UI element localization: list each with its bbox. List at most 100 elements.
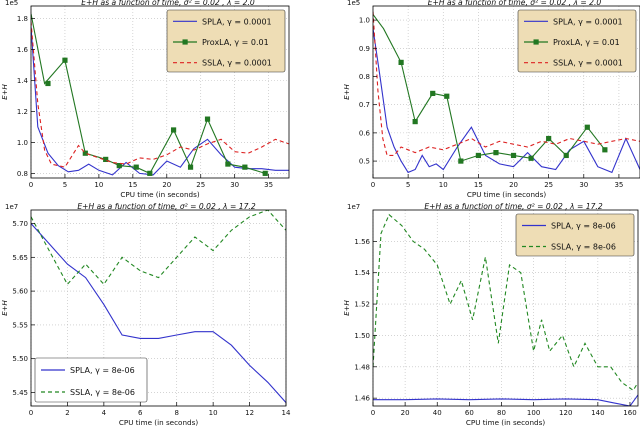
x-axis-label: CPU time (in seconds) — [119, 418, 198, 427]
x-tick-label: 25 — [544, 181, 553, 189]
data-point — [493, 150, 499, 156]
y-tick-label: 1.56 — [354, 238, 370, 246]
x-tick-label: 20 — [162, 181, 171, 189]
y-tick-label: 1.50 — [354, 332, 370, 340]
series-line-2 — [31, 210, 286, 286]
plot-frame — [30, 5, 290, 179]
x-tick-label: 2 — [65, 409, 69, 417]
y-tick-label: 5.45 — [12, 389, 28, 397]
x-tick-label: 120 — [559, 409, 572, 417]
legend-marker — [533, 39, 539, 45]
legend: SPLA, γ = 8e-06 SSLA, γ = 8e-06 — [34, 357, 148, 403]
y-tick-label: 5.70 — [12, 220, 28, 228]
data-point — [430, 90, 436, 97]
chart-title: E+H as a function of time, σ² = 0.02 , λ… — [424, 202, 602, 211]
legend-box — [515, 213, 635, 257]
series-line-2 — [31, 13, 266, 175]
data-point — [262, 170, 268, 176]
x-tick-label: 4 — [102, 409, 107, 417]
data-point — [133, 164, 139, 170]
series-line-2 — [373, 213, 638, 392]
legend-label: SPLA, γ = 0.0001 — [202, 17, 272, 26]
legend-label: SSLA, γ = 8e-06 — [70, 388, 135, 397]
y-tick-label: 1.4 — [17, 77, 29, 85]
plot-frame — [372, 5, 640, 179]
y-offset-label: 1e7 — [347, 203, 360, 211]
data-point — [116, 163, 122, 169]
x-tick-label: 35 — [264, 181, 273, 189]
y-tick-label: 0.8 — [17, 170, 28, 178]
y-tick-label: 1.54 — [354, 269, 370, 277]
legend-label: ProxLA, γ = 0.01 — [553, 38, 620, 47]
x-tick-label: 5 — [63, 181, 67, 189]
x-tick-label: 14 — [282, 409, 291, 417]
chart-title: E+H as a function of time, σ² = 0.02 , λ… — [77, 202, 255, 211]
data-point — [62, 57, 68, 63]
x-tick-label: 60 — [465, 409, 474, 417]
data-point — [444, 93, 450, 99]
x-tick-label: 15 — [474, 181, 483, 189]
x-axis-label: CPU time (in seconds) — [466, 418, 545, 427]
data-point — [602, 147, 608, 153]
legend: SPLA, γ = 8e-06 SSLA, γ = 8e-06 — [515, 213, 635, 257]
data-point — [412, 119, 418, 125]
legend-label: SSLA, γ = 0.0001 — [202, 59, 272, 68]
data-point — [225, 161, 231, 167]
chart-panel-1: 0 5 10 15 20 25 30 35 0.8 1.0 1.2 1.4 1.6 1.8 1e5 E+H a… — [1, 0, 290, 199]
x-axis-label: CPU time (in seconds) — [120, 190, 199, 199]
x-tick-label: 140 — [591, 409, 604, 417]
y-tick-label: 5.60 — [12, 288, 28, 296]
y-offset-label: 1e7 — [5, 203, 18, 211]
x-tick-label: 160 — [623, 409, 636, 417]
data-point — [82, 150, 88, 156]
x-tick-label: 80 — [497, 409, 506, 417]
x-tick-label: 40 — [433, 409, 442, 417]
legend: SPLA, γ = 0.0001 ProxLA, γ = 0.01 SSLA, γ … — [517, 9, 637, 73]
plot-frame — [372, 209, 639, 407]
y-tick-label: 1.0 — [17, 139, 28, 147]
data-point — [187, 164, 194, 170]
chart-title: E+H as a function of time, σ² = 0.02 , λ… — [428, 0, 602, 7]
y-axis-label: E+H — [343, 83, 351, 99]
data-point — [103, 156, 109, 163]
data-point — [510, 152, 517, 159]
legend-box — [166, 9, 286, 73]
y-axis-label: E+H — [1, 83, 9, 99]
data-point — [584, 124, 590, 130]
data-point — [147, 170, 153, 176]
series-line-3 — [31, 21, 289, 168]
chart-panel-3: 0 2 4 6 8 10 12 14 5.45 5.50 5.55 5.60 5.65 5.70 1e7 E+… — [1, 202, 291, 427]
x-tick-label: 10 — [209, 409, 218, 417]
y-tick-label: 1.48 — [354, 363, 370, 371]
y-tick-label: 1.52 — [354, 301, 370, 309]
y-tick-label: 0.7 — [359, 101, 370, 109]
x-tick-label: 25 — [196, 181, 205, 189]
legend-label: SSLA, γ = 8e-06 — [551, 243, 616, 252]
x-tick-label: 10 — [439, 181, 448, 189]
y-axis-label: E+H — [1, 299, 9, 315]
data-point — [546, 135, 552, 142]
x-tick-label: 6 — [138, 409, 143, 417]
x-tick-label: 5 — [406, 181, 410, 189]
y-tick-label: 0.8 — [359, 73, 370, 81]
x-tick-label: 20 — [509, 181, 518, 189]
y-tick-label: 1.2 — [17, 108, 28, 116]
y-tick-label: 5.50 — [12, 355, 28, 363]
legend: SPLA, γ = 0.0001 ProxLA, γ = 0.01 SSLA, γ … — [166, 9, 286, 73]
y-tick-label: 0.9 — [359, 45, 370, 53]
y-tick-label: 1.8 — [17, 15, 28, 23]
legend-box — [517, 9, 637, 73]
legend-label: SSLA, γ = 0.0001 — [553, 59, 623, 68]
data-point — [45, 80, 51, 87]
legend-label: SPLA, γ = 0.0001 — [553, 17, 623, 26]
x-tick-label: 20 — [401, 409, 410, 417]
chart-title: E+H as a function of time, σ² = 0.02 , λ… — [81, 0, 255, 7]
y-tick-label: 0.5 — [359, 158, 370, 166]
data-point — [398, 59, 404, 65]
plot-frame — [30, 209, 287, 407]
x-axis-label: CPU time (in seconds) — [467, 190, 546, 199]
x-tick-label: 100 — [527, 409, 540, 417]
chart-panel-4: 0 20 40 60 80 100 120 140 160 1.46 1.48 1.50 1.52 1.5… — [343, 202, 639, 427]
legend-box — [34, 357, 148, 403]
x-tick-label: 35 — [614, 181, 623, 189]
